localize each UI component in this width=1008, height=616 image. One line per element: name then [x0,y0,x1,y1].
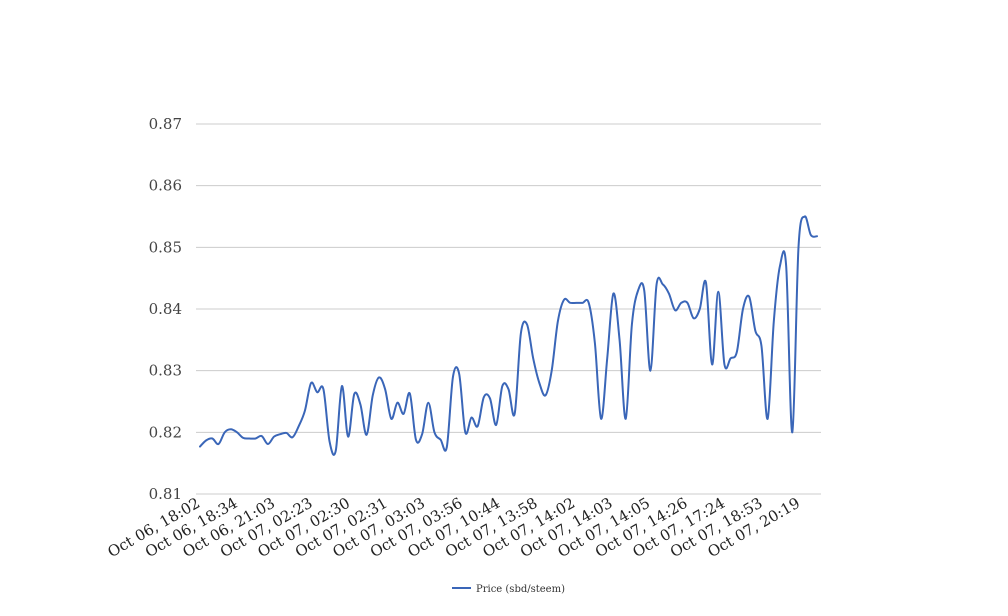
y-tick-label: 0.85 [149,238,182,256]
y-tick-label: 0.82 [149,423,182,441]
legend: Price (sbd/steem) [452,584,565,595]
y-tick-label: 0.86 [149,177,182,195]
gridlines [196,123,821,495]
legend-label: Price (sbd/steem) [476,584,565,595]
y-tick-label: 0.83 [149,362,182,380]
series-group [199,215,818,456]
y-tick-label: 0.84 [149,300,182,318]
y-axis: 0.81 0.82 0.83 0.84 0.85 0.86 0.87 [149,115,182,503]
y-tick-label: 0.81 [149,485,182,503]
y-tick-label: 0.87 [149,115,182,133]
series-line [199,215,818,456]
